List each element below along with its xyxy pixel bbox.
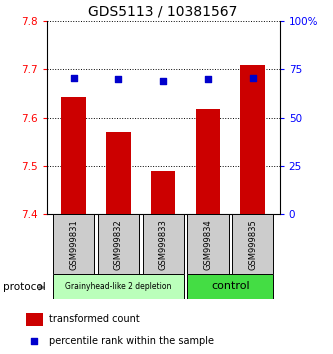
Point	[116, 76, 121, 82]
Bar	[187, 214, 229, 274]
Text: percentile rank within the sample: percentile rank within the sample	[49, 336, 214, 346]
Bar	[98, 214, 139, 274]
Bar	[240, 65, 265, 214]
Bar	[26, 313, 43, 326]
Bar	[232, 214, 273, 274]
Text: GSM999831: GSM999831	[69, 219, 78, 270]
Text: GSM999834: GSM999834	[203, 219, 212, 270]
Point	[205, 76, 211, 82]
Point	[71, 75, 76, 81]
Point	[161, 78, 166, 84]
Point	[31, 338, 37, 344]
Text: GSM999833: GSM999833	[159, 219, 168, 270]
Bar	[187, 274, 273, 299]
Bar	[61, 97, 86, 214]
Title: GDS5113 / 10381567: GDS5113 / 10381567	[89, 5, 238, 19]
Text: protocol: protocol	[3, 282, 46, 292]
Bar	[106, 132, 131, 214]
Bar	[151, 171, 175, 214]
Text: GSM999835: GSM999835	[248, 219, 257, 270]
Text: GSM999832: GSM999832	[114, 219, 123, 270]
Bar	[196, 109, 220, 214]
Point	[250, 75, 255, 81]
Text: Grainyhead-like 2 depletion: Grainyhead-like 2 depletion	[65, 282, 171, 291]
Bar	[53, 274, 184, 299]
Text: transformed count: transformed count	[49, 314, 140, 325]
Bar	[53, 214, 94, 274]
Text: control: control	[211, 281, 250, 291]
Bar	[143, 214, 184, 274]
